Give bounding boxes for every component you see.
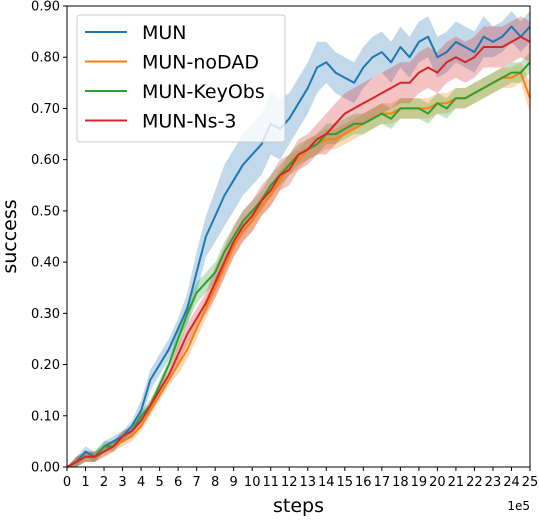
x-tick-label: 22 [466,475,483,490]
x-tick-label: 20 [429,475,446,490]
legend-label-mun-keyobs: MUN-KeyObs [142,81,265,103]
legend-label-mun-nodad: MUN-noDAD [142,52,259,74]
y-axis-ticks: 0.00 0.10 0.20 0.30 0.40 0.50 0.60 0.70 0.80 0.90 [31,0,67,476]
x-tick-label: 24 [503,475,520,490]
y-tick-label: 0.30 [31,307,60,322]
x-tick-label: 7 [192,475,200,490]
band-mun-ns-3 [67,16,530,467]
y-tick-label: 0.20 [31,358,60,373]
x-tick-label: 5 [155,475,163,490]
y-tick-label: 0.90 [31,0,60,15]
x-tick-label: 13 [299,475,316,490]
series-line-mun [66,25,531,468]
legend-label-mun: MUN [142,22,187,44]
x-axis-offset-label: 1e5 [507,499,530,513]
y-tick-label: 0.00 [31,461,60,476]
band-mun-nodad [67,62,530,468]
plot-frame [66,5,531,468]
x-tick-label: 16 [355,475,372,490]
legend-box [76,14,286,143]
y-tick-label: 0.10 [31,409,60,424]
x-tick-label: 15 [337,475,354,490]
y-tick-label: 0.80 [31,51,60,66]
x-tick-label: 0 [63,475,71,490]
x-tick-label: 23 [485,475,502,490]
x-tick-label: 2 [100,475,108,490]
x-axis-label: steps [273,495,324,516]
x-tick-label: 10 [244,475,261,490]
y-tick-label: 0.50 [31,204,60,219]
x-tick-label: 4 [137,475,145,490]
x-tick-label: 6 [174,475,182,490]
x-tick-label: 8 [211,475,219,490]
series-line-mun-ns-3 [66,35,531,468]
x-tick-label: 25 [522,475,539,490]
x-tick-label: 11 [262,475,279,490]
y-tick-label: 0.60 [31,153,60,168]
x-tick-label: 12 [281,475,298,490]
legend: MUN MUN-noDAD MUN-KeyObs MUN-Ns-3 [76,14,286,143]
x-tick-label: 19 [411,475,428,490]
series-line-mun-nodad [66,71,531,468]
x-axis-ticks: 0 1 2 3 4 5 6 7 8 9 10 11 12 13 14 15 16 17 18 19 20 21 22 23 24… [63,467,538,490]
band-mun-keyobs [67,52,530,467]
x-tick-label: 18 [392,475,409,490]
x-tick-label: 3 [118,475,126,490]
y-tick-label: 0.70 [31,102,60,117]
x-tick-label: 1 [81,475,89,490]
x-tick-label: 17 [374,475,391,490]
y-tick-label: 0.40 [31,256,60,271]
series-lines [66,25,531,468]
x-tick-label: 9 [230,475,238,490]
legend-label-mun-ns-3: MUN-Ns-3 [142,111,236,133]
x-tick-label: 21 [448,475,465,490]
y-axis-label: success [0,199,21,273]
x-tick-label: 14 [318,475,335,490]
